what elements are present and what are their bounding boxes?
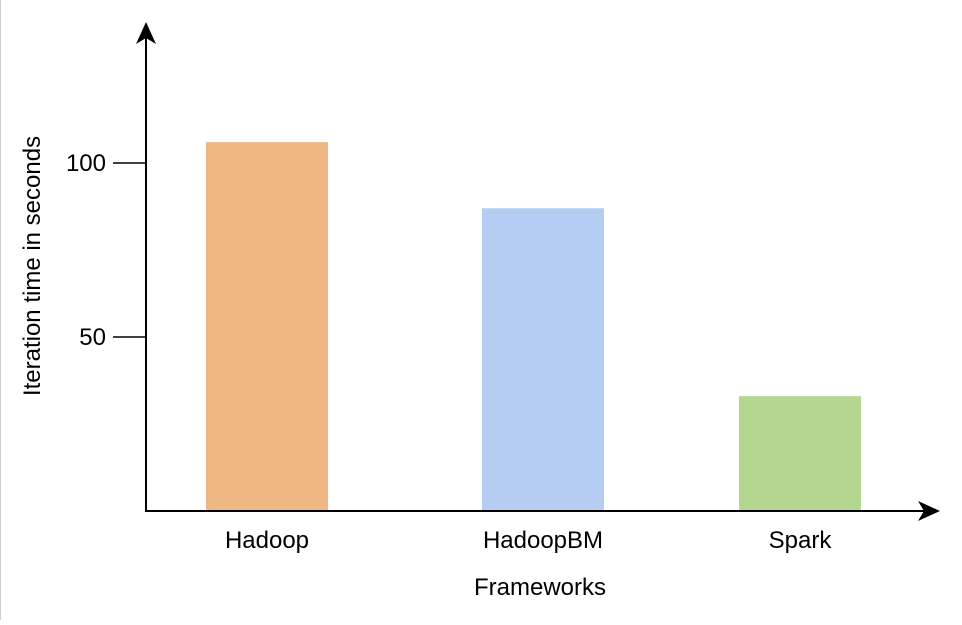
x-tick-label-hadoopbm: HadoopBM: [483, 527, 603, 554]
y-tick-label-100: 100: [66, 150, 106, 177]
bar-spark: [739, 396, 861, 511]
frame-left-border: [0, 0, 1, 620]
x-tick-label-spark: Spark: [769, 527, 833, 554]
x-axis-arrow: [918, 501, 940, 521]
bar-hadoop: [206, 142, 328, 511]
y-tick-label-50: 50: [79, 324, 106, 351]
y-ticks-group: 50 100: [66, 150, 146, 351]
x-axis-label: Frameworks: [474, 574, 606, 601]
y-axis-arrow: [136, 22, 156, 44]
x-ticks-group: Hadoop HadoopBM Spark: [225, 527, 832, 554]
y-axis-label: Iteration time in seconds: [19, 136, 46, 396]
x-tick-label-hadoop: Hadoop: [225, 527, 309, 554]
bar-hadoopbm: [482, 208, 604, 512]
bars-group: [206, 142, 861, 512]
